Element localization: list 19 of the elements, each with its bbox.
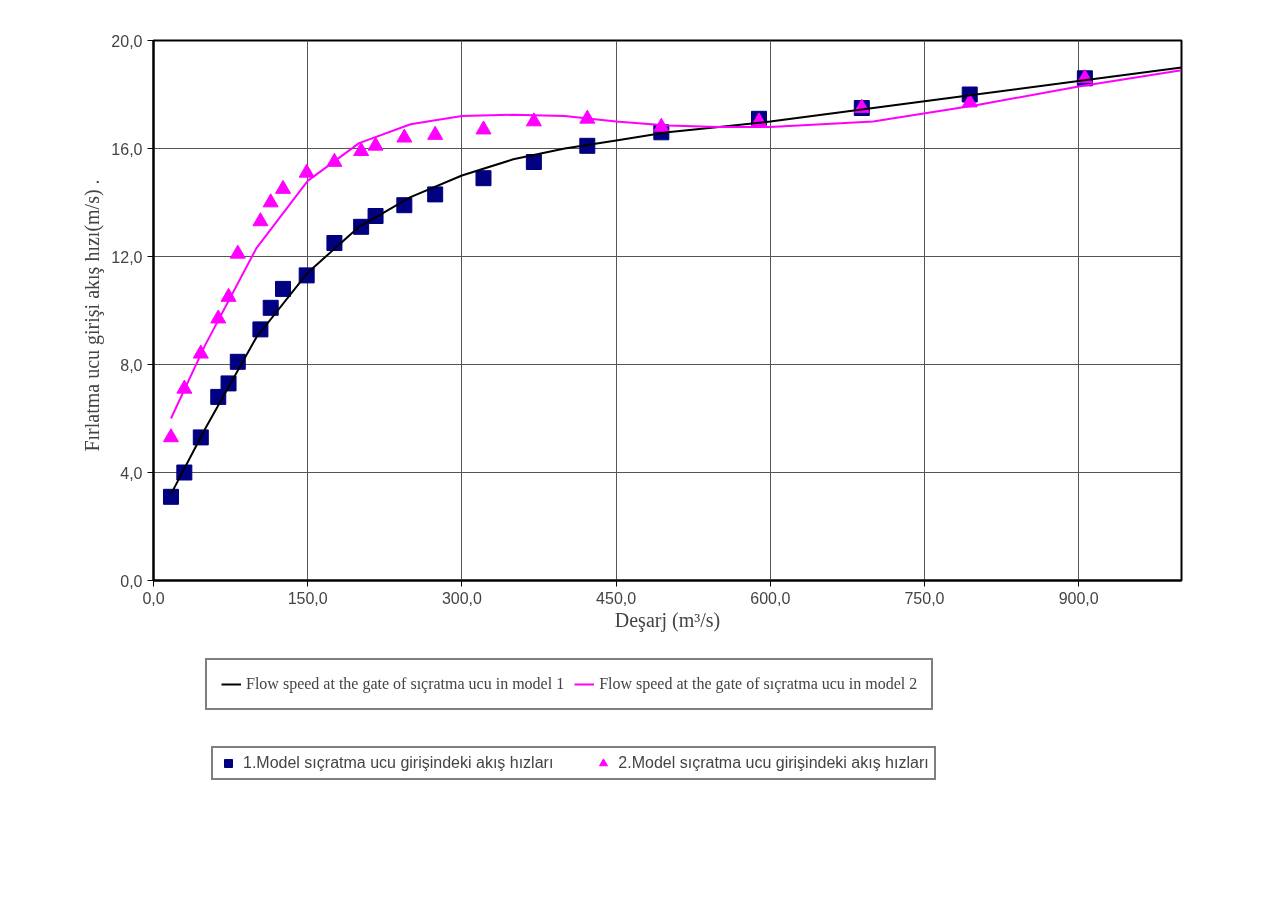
- legend-label: 1.Model sıçratma ucu girişindeki akış hızları: [243, 754, 554, 772]
- x-tick-label: 450,0: [596, 589, 637, 607]
- legend-label: Flow speed at the gate of sıçratma ucu in model 1: [246, 675, 565, 693]
- x-tick-label: 900,0: [1058, 589, 1099, 607]
- y-tick-label: 20,0: [111, 32, 143, 50]
- y-tick-label: 16,0: [111, 140, 143, 158]
- y-tick-label: 4,0: [120, 464, 143, 482]
- legend-label: Flow speed at the gate of sıçratma ucu in model 2: [599, 675, 918, 693]
- legend-label: 2.Model sıçratma ucu girişindeki akış hızları: [618, 754, 929, 772]
- x-tick-label: 150,0: [287, 589, 328, 607]
- y-tick-label: 12,0: [111, 248, 143, 266]
- x-tick-label: 750,0: [904, 589, 945, 607]
- x-tick-label: 300,0: [441, 589, 483, 607]
- x-tick-label: 600,0: [750, 589, 791, 607]
- y-axis-title: Fırlatma ucu girişi akış hızı(m/s) .: [81, 179, 105, 452]
- y-tick-label: 0,0: [120, 572, 143, 590]
- y-tick-label: 8,0: [120, 356, 143, 374]
- x-axis-title: Deşarj (m³/s): [614, 608, 721, 632]
- x-tick-label: 0,0: [142, 589, 165, 607]
